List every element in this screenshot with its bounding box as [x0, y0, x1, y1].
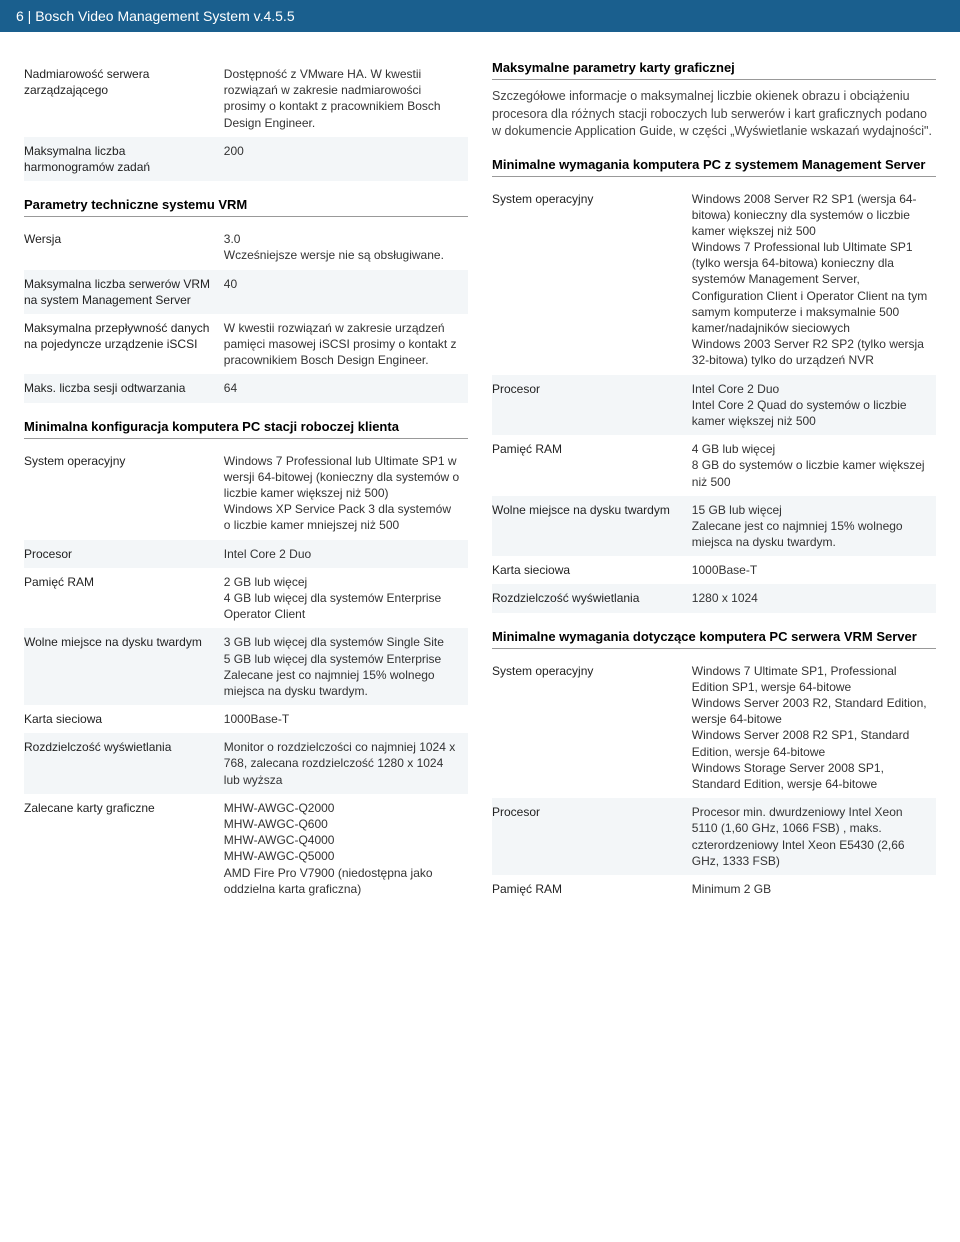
spec-key: Zalecane karty graficzne: [24, 794, 224, 903]
spec-key: Karta sieciowa: [492, 556, 692, 584]
table-row: Wolne miejsce na dysku twardym3 GB lub w…: [24, 628, 468, 705]
spec-key: Maksymalna przepływność danych na pojedy…: [24, 314, 224, 375]
section-title-vrm-server: Minimalne wymagania dotyczące komputera …: [492, 629, 936, 649]
gpu-max-paragraph: Szczegółowe informacje o maksymalnej lic…: [492, 88, 936, 141]
table-row: Wolne miejsce na dysku twardym15 GB lub …: [492, 496, 936, 557]
spec-key: Wolne miejsce na dysku twardym: [492, 496, 692, 557]
spec-value: Intel Core 2 Duo Intel Core 2 Quad do sy…: [692, 375, 936, 436]
right-column: Maksymalne parametry karty graficznej Sz…: [492, 60, 936, 903]
section-title-mgmt-server: Minimalne wymagania komputera PC z syste…: [492, 157, 936, 177]
spec-key: Wersja: [24, 225, 224, 269]
left-column: Nadmiarowość serwera zarządzającegoDostę…: [24, 60, 468, 903]
spec-key: Pamięć RAM: [492, 875, 692, 903]
table-row: ProcesorIntel Core 2 Duo: [24, 540, 468, 568]
table-row: Pamięć RAM4 GB lub więcej 8 GB do system…: [492, 435, 936, 496]
spec-key: System operacyjny: [24, 447, 224, 540]
table-row: Karta sieciowa1000Base-T: [24, 705, 468, 733]
spec-value: 200: [224, 137, 468, 181]
table-row: System operacyjnyWindows 7 Professional …: [24, 447, 468, 540]
table-row: Pamięć RAMMinimum 2 GB: [492, 875, 936, 903]
spec-value: 1000Base-T: [224, 705, 468, 733]
page-header: 6 | Bosch Video Management System v.4.5.…: [0, 0, 960, 32]
spec-key: Karta sieciowa: [24, 705, 224, 733]
spec-key: Nadmiarowość serwera zarządzającego: [24, 60, 224, 137]
table-row: System operacyjnyWindows 2008 Server R2 …: [492, 185, 936, 375]
spec-value: 64: [224, 374, 468, 402]
spec-value: Windows 7 Ultimate SP1, Professional Edi…: [692, 657, 936, 799]
spec-key: Maksymalna liczba serwerów VRM na system…: [24, 270, 224, 314]
table-rows1: Nadmiarowość serwera zarządzającegoDostę…: [24, 60, 468, 181]
section-title-client-pc: Minimalna konfiguracja komputera PC stac…: [24, 419, 468, 439]
spec-value: 15 GB lub więcej Zalecane jest co najmni…: [692, 496, 936, 557]
spec-key: Maksymalna liczba harmonogramów zadań: [24, 137, 224, 181]
spec-value: 40: [224, 270, 468, 314]
spec-key: Rozdzielczość wyświetlania: [24, 733, 224, 794]
table-row: ProcesorProcesor min. dwurdzeniowy Intel…: [492, 798, 936, 875]
table-row: Pamięć RAM2 GB lub więcej 4 GB lub więce…: [24, 568, 468, 629]
spec-key: Pamięć RAM: [24, 568, 224, 629]
spec-value: Minimum 2 GB: [692, 875, 936, 903]
spec-key: System operacyjny: [492, 657, 692, 799]
spec-key: Maks. liczba sesji odtwarzania: [24, 374, 224, 402]
table-row: ProcesorIntel Core 2 Duo Intel Core 2 Qu…: [492, 375, 936, 436]
table-rowsB: System operacyjnyWindows 2008 Server R2 …: [492, 185, 936, 613]
table-row: Maks. liczba sesji odtwarzania64: [24, 374, 468, 402]
spec-key: System operacyjny: [492, 185, 692, 375]
table-row: Wersja3.0 Wcześniejsze wersje nie są obs…: [24, 225, 468, 269]
spec-value: Monitor o rozdzielczości co najmniej 102…: [224, 733, 468, 794]
spec-value: 1280 x 1024: [692, 584, 936, 612]
spec-value: Dostępność z VMware HA. W kwestii rozwią…: [224, 60, 468, 137]
table-row: Rozdzielczość wyświetlaniaMonitor o rozd…: [24, 733, 468, 794]
spec-value: W kwestii rozwiązań w zakresie urządzeń …: [224, 314, 468, 375]
content: Nadmiarowość serwera zarządzającegoDostę…: [0, 32, 960, 931]
table-row: Maksymalna liczba serwerów VRM na system…: [24, 270, 468, 314]
table-rows3: System operacyjnyWindows 7 Professional …: [24, 447, 468, 903]
spec-value: Procesor min. dwurdzeniowy Intel Xeon 51…: [692, 798, 936, 875]
spec-key: Pamięć RAM: [492, 435, 692, 496]
table-row: Maksymalna liczba harmonogramów zadań200: [24, 137, 468, 181]
spec-value: 3 GB lub więcej dla systemów Single Site…: [224, 628, 468, 705]
spec-value: 2 GB lub więcej 4 GB lub więcej dla syst…: [224, 568, 468, 629]
spec-value: Windows 2008 Server R2 SP1 (wersja 64-bi…: [692, 185, 936, 375]
table-rows2: Wersja3.0 Wcześniejsze wersje nie są obs…: [24, 225, 468, 403]
section-title-gpu-max: Maksymalne parametry karty graficznej: [492, 60, 936, 80]
spec-value: 4 GB lub więcej 8 GB do systemów o liczb…: [692, 435, 936, 496]
spec-value: Intel Core 2 Duo: [224, 540, 468, 568]
spec-value: 1000Base-T: [692, 556, 936, 584]
spec-value: 3.0 Wcześniejsze wersje nie są obsługiwa…: [224, 225, 468, 269]
table-row: Zalecane karty graficzneMHW-AWGC-Q2000 M…: [24, 794, 468, 903]
table-row: System operacyjnyWindows 7 Ultimate SP1,…: [492, 657, 936, 799]
table-rowsC: System operacyjnyWindows 7 Ultimate SP1,…: [492, 657, 936, 903]
spec-key: Procesor: [492, 375, 692, 436]
spec-value: MHW-AWGC-Q2000 MHW-AWGC-Q600 MHW-AWGC-Q4…: [224, 794, 468, 903]
table-row: Karta sieciowa1000Base-T: [492, 556, 936, 584]
table-row: Nadmiarowość serwera zarządzającegoDostę…: [24, 60, 468, 137]
table-row: Rozdzielczość wyświetlania1280 x 1024: [492, 584, 936, 612]
header-text: 6 | Bosch Video Management System v.4.5.…: [16, 8, 295, 24]
spec-value: Windows 7 Professional lub Ultimate SP1 …: [224, 447, 468, 540]
spec-key: Procesor: [24, 540, 224, 568]
section-title-vrm-params: Parametry techniczne systemu VRM: [24, 197, 468, 217]
spec-key: Wolne miejsce na dysku twardym: [24, 628, 224, 705]
spec-key: Rozdzielczość wyświetlania: [492, 584, 692, 612]
table-row: Maksymalna przepływność danych na pojedy…: [24, 314, 468, 375]
spec-key: Procesor: [492, 798, 692, 875]
